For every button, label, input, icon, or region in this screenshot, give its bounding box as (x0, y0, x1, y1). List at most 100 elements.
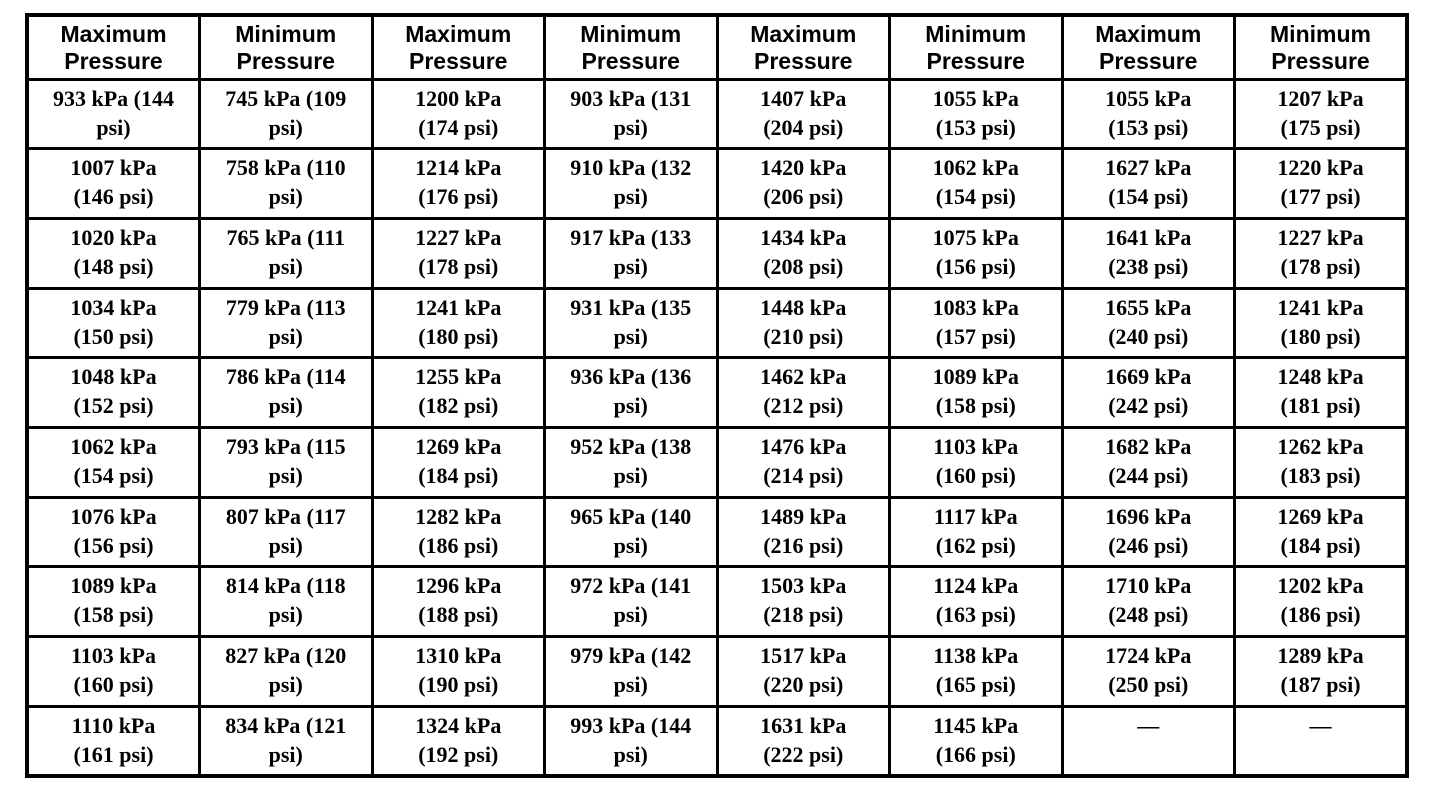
header-minimum-pressure-2: Minimum Pressure (543, 13, 719, 81)
pressure-cell: 1269 kPa (184 psi) (370, 425, 546, 499)
pressure-cell: 1048 kPa (152 psi) (25, 356, 201, 429)
pressure-cell: 807 kPa (117 psi) (198, 495, 374, 569)
pressure-cell: 1089 kPa (158 psi) (25, 565, 201, 638)
pressure-cell: 1145 kPa (166 psi) (888, 704, 1064, 778)
pressure-cell: 1076 kPa (156 psi) (25, 495, 201, 569)
pressure-cell: 1227 kPa (178 psi) (370, 216, 546, 290)
pressure-cell: 1641 kPa (238 psi) (1060, 216, 1236, 290)
pressure-cell: 1248 kPa (181 psi) (1233, 356, 1409, 429)
header-maximum-pressure-4: Maximum Pressure (1060, 13, 1236, 81)
pressure-cell: 1407 kPa (204 psi) (715, 77, 891, 151)
table-row: 1076 kPa (156 psi) 807 kPa (117 psi) 1282 … (25, 495, 1409, 569)
pressure-cell: 793 kPa (115 psi) (198, 425, 374, 499)
pressure-cell: 1055 kPa (153 psi) (1060, 77, 1236, 151)
pressure-cell: 1434 kPa (208 psi) (715, 216, 891, 290)
pressure-cell: 1503 kPa (218 psi) (715, 565, 891, 638)
pressure-table: Maximum Pressure Minimum Pressure Maximu… (25, 13, 1409, 778)
pressure-cell: 765 kPa (111 psi) (198, 216, 374, 290)
table-row: 1048 kPa (152 psi) 786 kPa (114 psi) 1255 … (25, 356, 1409, 429)
pressure-cell: 1220 kPa (177 psi) (1233, 147, 1409, 220)
header-maximum-pressure-2: Maximum Pressure (370, 13, 546, 81)
pressure-cell: 936 kPa (136 psi) (543, 356, 719, 429)
pressure-table-body: 933 kPa (144 psi) 745 kPa (109 psi) 1200 k… (25, 77, 1409, 778)
header-maximum-pressure-3: Maximum Pressure (715, 13, 891, 81)
header-row: Maximum Pressure Minimum Pressure Maximu… (25, 13, 1409, 81)
pressure-cell: 1034 kPa (150 psi) (25, 286, 201, 360)
pressure-cell: 1241 kPa (180 psi) (370, 286, 546, 360)
pressure-cell: 1083 kPa (157 psi) (888, 286, 1064, 360)
pressure-cell: 1269 kPa (184 psi) (1233, 495, 1409, 569)
pressure-cell: 1103 kPa (160 psi) (25, 635, 201, 708)
pressure-cell: 1103 kPa (160 psi) (888, 425, 1064, 499)
pressure-cell: 1055 kPa (153 psi) (888, 77, 1064, 151)
pressure-cell: 1062 kPa (154 psi) (25, 425, 201, 499)
pressure-cell: 1682 kPa (244 psi) (1060, 425, 1236, 499)
pressure-cell: 1655 kPa (240 psi) (1060, 286, 1236, 360)
pressure-cell: 1631 kPa (222 psi) (715, 704, 891, 778)
pressure-cell: 910 kPa (132 psi) (543, 147, 719, 220)
pressure-cell: 1062 kPa (154 psi) (888, 147, 1064, 220)
pressure-cell: 1214 kPa (176 psi) (370, 147, 546, 220)
pressure-table-header: Maximum Pressure Minimum Pressure Maximu… (25, 13, 1409, 81)
pressure-cell: — (1233, 704, 1409, 778)
pressure-cell: 1517 kPa (220 psi) (715, 635, 891, 708)
header-minimum-pressure-1: Minimum Pressure (198, 13, 374, 81)
pressure-cell: 1075 kPa (156 psi) (888, 216, 1064, 290)
pressure-cell: 1124 kPa (163 psi) (888, 565, 1064, 638)
table-row: 1089 kPa (158 psi) 814 kPa (118 psi) 1296 … (25, 565, 1409, 638)
table-row: 1103 kPa (160 psi) 827 kPa (120 psi) 1310 … (25, 635, 1409, 708)
pressure-cell: 917 kPa (133 psi) (543, 216, 719, 290)
pressure-cell: 834 kPa (121 psi) (198, 704, 374, 778)
header-maximum-pressure-1: Maximum Pressure (25, 13, 201, 81)
pressure-cell: 745 kPa (109 psi) (198, 77, 374, 151)
pressure-cell: 1310 kPa (190 psi) (370, 635, 546, 708)
pressure-cell: 1476 kPa (214 psi) (715, 425, 891, 499)
pressure-cell: 979 kPa (142 psi) (543, 635, 719, 708)
pressure-cell: 1489 kPa (216 psi) (715, 495, 891, 569)
pressure-cell: 1007 kPa (146 psi) (25, 147, 201, 220)
pressure-cell: 993 kPa (144 psi) (543, 704, 719, 778)
pressure-cell: 1202 kPa (186 psi) (1233, 565, 1409, 638)
pressure-cell: 1289 kPa (187 psi) (1233, 635, 1409, 708)
table-row: 1062 kPa (154 psi) 793 kPa (115 psi) 1269 … (25, 425, 1409, 499)
pressure-cell: 827 kPa (120 psi) (198, 635, 374, 708)
pressure-cell: 1255 kPa (182 psi) (370, 356, 546, 429)
pressure-cell: 1710 kPa (248 psi) (1060, 565, 1236, 638)
table-row: 1034 kPa (150 psi) 779 kPa (113 psi) 1241 … (25, 286, 1409, 360)
pressure-cell: 1200 kPa (174 psi) (370, 77, 546, 151)
pressure-cell: 1282 kPa (186 psi) (370, 495, 546, 569)
pressure-cell: 758 kPa (110 psi) (198, 147, 374, 220)
pressure-cell: 1117 kPa (162 psi) (888, 495, 1064, 569)
pressure-cell: 1448 kPa (210 psi) (715, 286, 891, 360)
pressure-cell: 952 kPa (138 psi) (543, 425, 719, 499)
pressure-cell: 779 kPa (113 psi) (198, 286, 374, 360)
pressure-cell: 1110 kPa (161 psi) (25, 704, 201, 778)
pressure-table-container: Maximum Pressure Minimum Pressure Maximu… (25, 13, 1409, 778)
pressure-cell: 1627 kPa (154 psi) (1060, 147, 1236, 220)
pressure-cell: 903 kPa (131 psi) (543, 77, 719, 151)
pressure-cell: 1241 kPa (180 psi) (1233, 286, 1409, 360)
pressure-cell: 1724 kPa (250 psi) (1060, 635, 1236, 708)
pressure-cell: 1262 kPa (183 psi) (1233, 425, 1409, 499)
pressure-cell: 1227 kPa (178 psi) (1233, 216, 1409, 290)
pressure-cell: 1296 kPa (188 psi) (370, 565, 546, 638)
pressure-cell: 1696 kPa (246 psi) (1060, 495, 1236, 569)
pressure-cell: 1462 kPa (212 psi) (715, 356, 891, 429)
pressure-cell: 1420 kPa (206 psi) (715, 147, 891, 220)
pressure-cell: — (1060, 704, 1236, 778)
table-row: 933 kPa (144 psi) 745 kPa (109 psi) 1200 k… (25, 77, 1409, 151)
table-row: 1020 kPa (148 psi) 765 kPa (111 psi) 1227 … (25, 216, 1409, 290)
table-row: 1110 kPa (161 psi) 834 kPa (121 psi) 1324 … (25, 704, 1409, 778)
pressure-cell: 1324 kPa (192 psi) (370, 704, 546, 778)
pressure-cell: 931 kPa (135 psi) (543, 286, 719, 360)
pressure-cell: 1669 kPa (242 psi) (1060, 356, 1236, 429)
pressure-cell: 972 kPa (141 psi) (543, 565, 719, 638)
pressure-cell: 1020 kPa (148 psi) (25, 216, 201, 290)
header-minimum-pressure-3: Minimum Pressure (888, 13, 1064, 81)
pressure-cell: 1089 kPa (158 psi) (888, 356, 1064, 429)
header-minimum-pressure-4: Minimum Pressure (1233, 13, 1409, 81)
pressure-cell: 786 kPa (114 psi) (198, 356, 374, 429)
pressure-cell: 1138 kPa (165 psi) (888, 635, 1064, 708)
pressure-cell: 1207 kPa (175 psi) (1233, 77, 1409, 151)
table-row: 1007 kPa (146 psi) 758 kPa (110 psi) 1214 … (25, 147, 1409, 220)
